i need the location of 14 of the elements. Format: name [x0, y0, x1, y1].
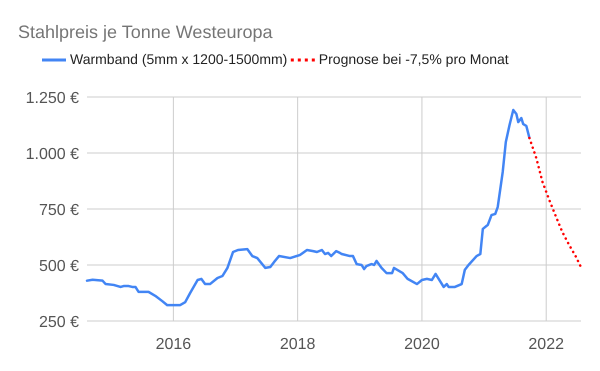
y-tick-label: 250 € — [38, 314, 80, 331]
y-tick-label: 750 € — [38, 202, 80, 219]
y-tick-label: 500 € — [38, 258, 80, 275]
x-tick-label: 2020 — [404, 336, 440, 353]
line-series — [86, 108, 531, 306]
y-tick-label: 1.000 € — [26, 146, 80, 163]
line-series — [528, 136, 582, 268]
legend-label: Prognose bei -7,5% pro Monat — [318, 51, 509, 67]
x-tick-label: 2016 — [156, 336, 192, 353]
y-tick-label: 1.250 € — [26, 90, 80, 107]
chart-title: Stahlpreis je Tonne Westeuropa — [18, 22, 274, 42]
legend-label: Warmband (5mm x 1200-1500mm) — [70, 51, 288, 67]
x-tick-label: 2022 — [528, 336, 564, 353]
x-tick-label: 2018 — [280, 336, 316, 353]
